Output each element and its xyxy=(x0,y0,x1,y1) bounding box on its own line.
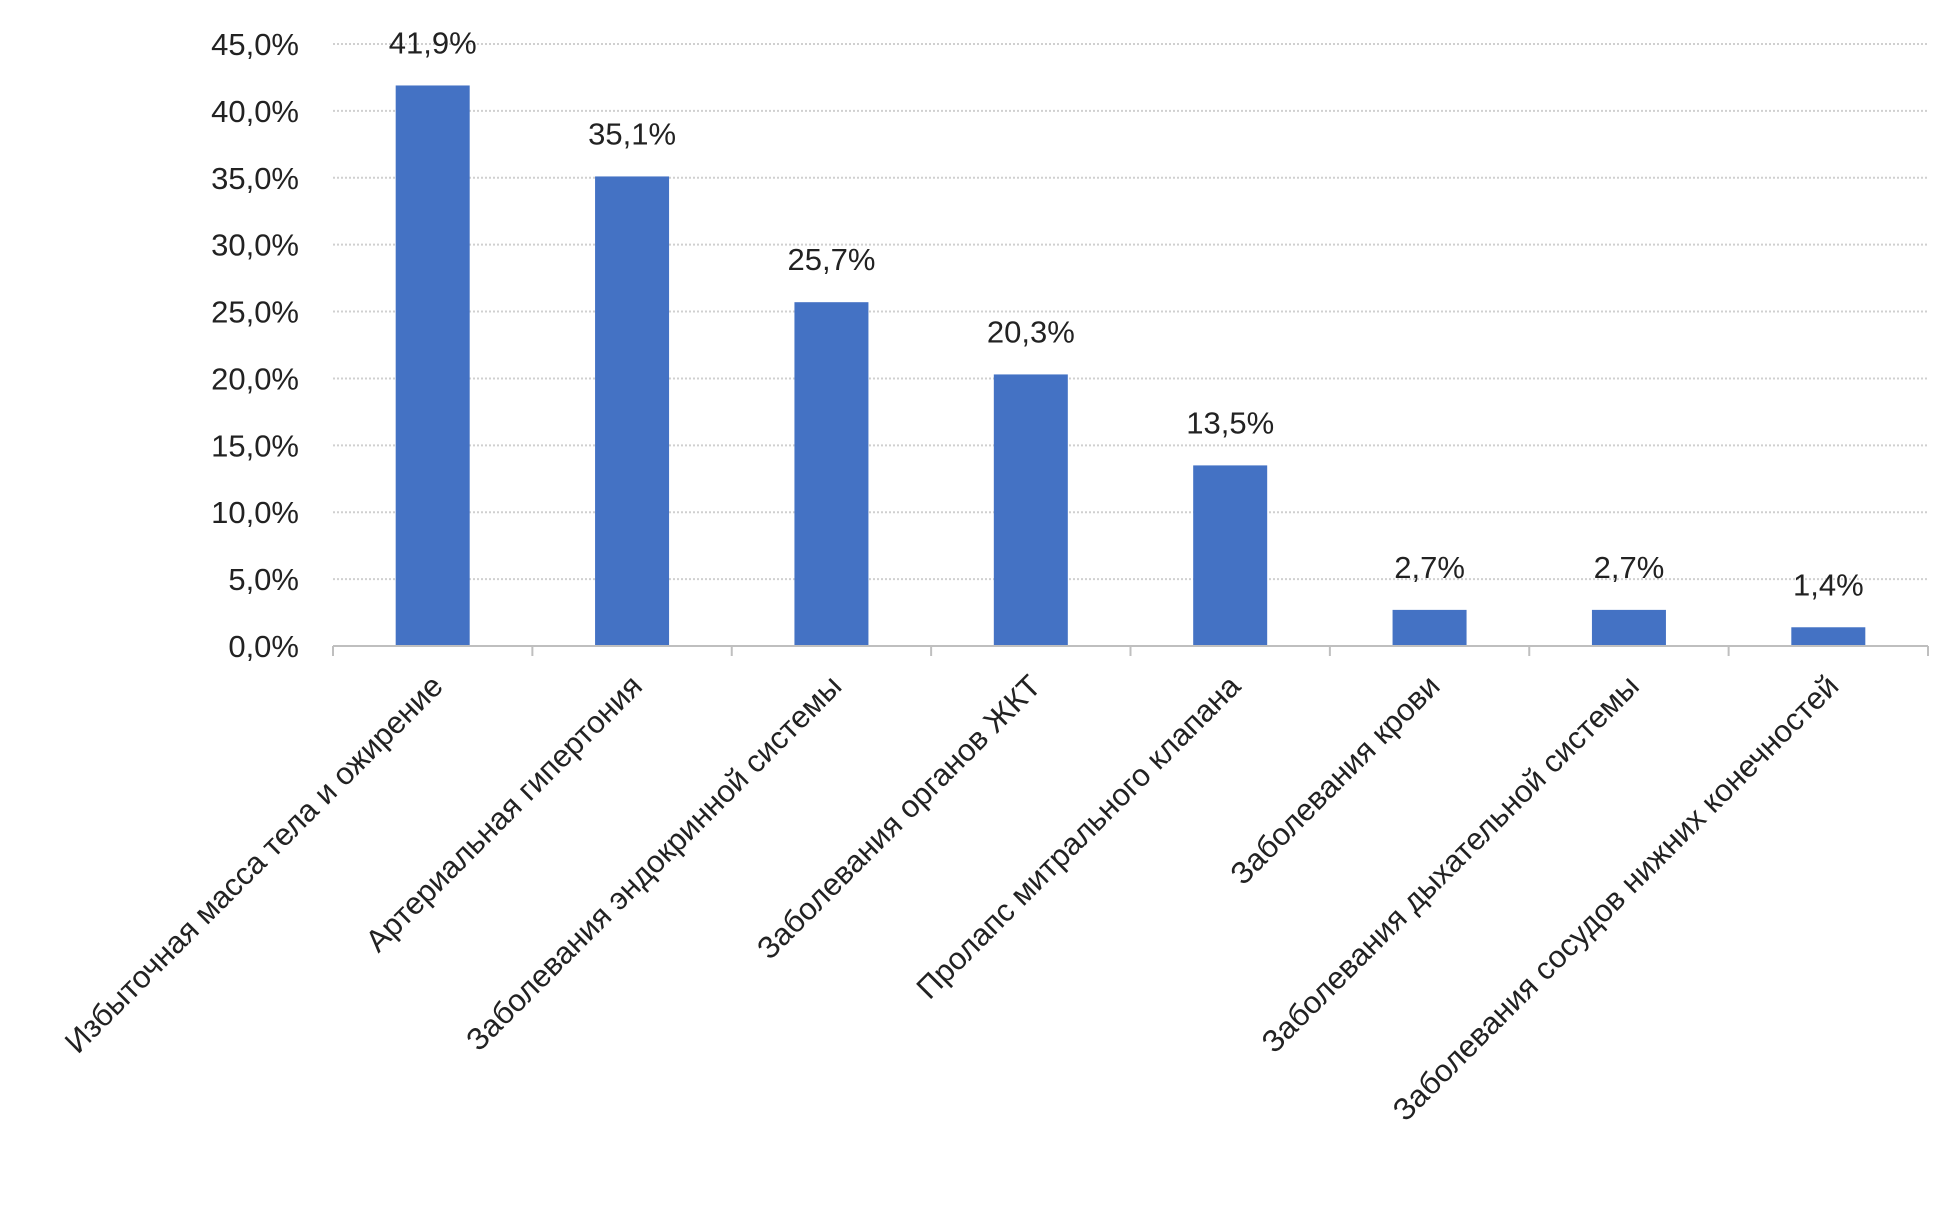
category-label: Пролапс митрального клапана xyxy=(910,668,1248,1006)
category-label: Избыточная масса тела и ожирение xyxy=(58,668,450,1060)
data-label: 41,9% xyxy=(389,25,477,60)
bar xyxy=(993,374,1068,646)
gridlines xyxy=(333,43,1928,581)
bar xyxy=(395,85,470,646)
y-tick-label: 15,0% xyxy=(211,428,299,463)
data-label: 25,7% xyxy=(787,242,875,277)
bar xyxy=(1591,609,1666,646)
x-axis-category-labels: Избыточная масса тела и ожирениеАртериал… xyxy=(58,668,1845,1128)
bar xyxy=(1392,609,1467,646)
category-label: Заболевания крови xyxy=(1223,668,1446,891)
y-tick-label: 10,0% xyxy=(211,495,299,530)
y-tick-label: 20,0% xyxy=(211,361,299,396)
data-label: 2,7% xyxy=(1394,550,1465,585)
category-label: Заболевания дыхательной системы xyxy=(1255,668,1646,1059)
y-tick-label: 40,0% xyxy=(211,94,299,129)
category-label: Заболевания сосудов нижних конечностей xyxy=(1386,668,1846,1128)
data-label: 35,1% xyxy=(588,116,676,151)
bar xyxy=(595,176,670,646)
x-axis xyxy=(332,645,1929,656)
y-tick-label: 45,0% xyxy=(211,27,299,62)
data-label: 1,4% xyxy=(1793,567,1864,602)
data-labels: 41,9% 35,1% 25,7% 20,3% 13,5% 2,7% 2,7% 1,4% xyxy=(389,25,1864,602)
bar xyxy=(1193,465,1268,646)
bar xyxy=(1791,627,1866,646)
data-label: 13,5% xyxy=(1186,405,1274,440)
y-tick-label: 0,0% xyxy=(228,629,299,664)
bar xyxy=(794,302,869,646)
y-axis-tick-labels: 0,0% 5,0% 10,0% 15,0% 20,0% 25,0% 30,0% 35,0% 40… xyxy=(211,27,299,664)
data-label: 20,3% xyxy=(987,314,1075,349)
data-label: 2,7% xyxy=(1594,550,1665,585)
y-tick-label: 5,0% xyxy=(228,562,299,597)
category-label: Заболевания эндокринной системы xyxy=(459,668,848,1057)
y-tick-label: 25,0% xyxy=(211,295,299,330)
y-tick-label: 30,0% xyxy=(211,228,299,263)
bars xyxy=(395,85,1866,646)
y-tick-label: 35,0% xyxy=(211,161,299,196)
